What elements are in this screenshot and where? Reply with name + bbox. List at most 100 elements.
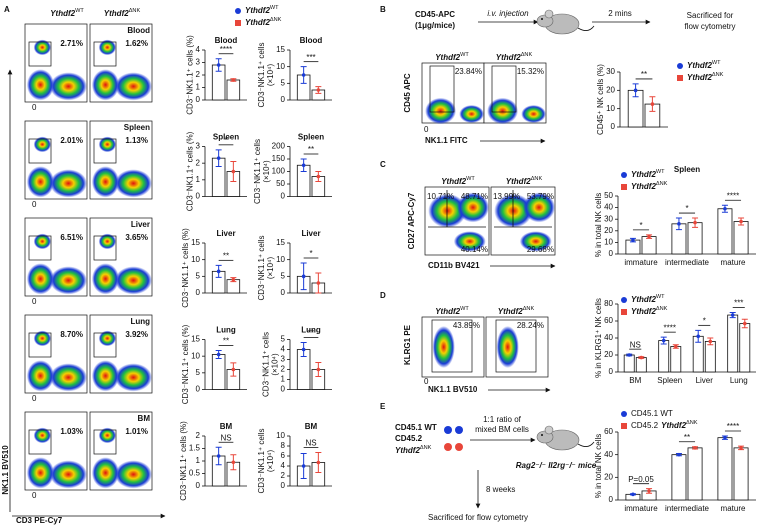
y-tick-label: 20	[604, 350, 613, 359]
step-label: 8 weeks	[486, 485, 515, 494]
axis-zero: 0	[32, 297, 37, 306]
y-tick-label: 5	[281, 271, 286, 280]
gate-percentage: 48.71%	[461, 192, 488, 201]
cell-density	[26, 166, 55, 198]
mean-dot	[723, 206, 727, 211]
bar	[727, 314, 739, 373]
cell-density	[519, 231, 552, 252]
cell-density	[459, 105, 484, 123]
chart-title: BM	[220, 422, 233, 431]
superscript: WT	[75, 8, 84, 14]
legend-label: Ythdf2WT	[245, 5, 279, 15]
cell-density	[33, 427, 52, 444]
y-tick-label: 8	[281, 441, 286, 450]
bar	[658, 340, 670, 373]
x-axis-label: CD11b BV421	[428, 261, 480, 270]
y-tick-label: 40	[604, 333, 613, 342]
legend-label: Ythdf2ΔNK	[245, 17, 282, 27]
text-part: CD45.2	[395, 434, 423, 443]
cell-density	[114, 363, 152, 392]
y-tick-label: 50	[604, 191, 613, 200]
chart-title: Blood	[215, 36, 238, 45]
bar	[733, 221, 749, 255]
legend-label: Ythdf2WT	[631, 169, 665, 179]
y-tick-label: 3	[196, 142, 201, 151]
gate-percentage: 1.01%	[125, 427, 148, 436]
y-axis-label: CD27 APC-Cy7	[407, 192, 416, 249]
panel-label: E	[380, 402, 386, 411]
column-header: Ythdf2WT	[435, 306, 469, 316]
cell-density	[91, 166, 120, 198]
significance-label: **	[223, 337, 229, 346]
end-label: Sacrificed for	[687, 11, 734, 20]
mean-dot	[647, 234, 651, 239]
y-tick-label: 4	[281, 461, 286, 470]
cell-icon	[455, 443, 463, 451]
gate-percentage: 29.68%	[527, 245, 554, 254]
significance-label: NS	[305, 439, 316, 448]
gate-percentage: 28.24%	[517, 321, 544, 330]
axis-zero: 0	[32, 200, 37, 209]
axis-zero: 0	[32, 394, 37, 403]
y-axis-label: % in total NK cells	[594, 434, 603, 498]
mean-dot	[647, 489, 651, 493]
mean-dot	[301, 274, 306, 279]
legend-marker	[235, 20, 241, 26]
donor-label: CD45.1 WT	[395, 423, 437, 432]
y-tick-label: 40	[604, 450, 613, 459]
cell-density	[91, 69, 120, 101]
superscript: WT	[460, 306, 469, 312]
mean-dot	[231, 367, 236, 372]
chart-title: Lung	[216, 326, 236, 335]
y-axis-label: CD3⁻NK1.1⁺ cells (%)	[181, 228, 190, 308]
mean-dot	[696, 334, 701, 339]
superscript: ΔNK	[656, 306, 668, 312]
gate	[93, 235, 117, 261]
legend-label: Ythdf2WT	[631, 294, 665, 304]
mouse-ear	[544, 9, 554, 19]
x-tick-label: Liver	[696, 376, 714, 385]
y-tick-label: 1	[196, 175, 201, 184]
y-axis-label: CD3⁻NK1.1⁺ cells (%)	[186, 131, 195, 211]
gate	[431, 319, 473, 373]
panel-label: A	[4, 5, 10, 14]
y-tick-label: 10	[191, 255, 200, 264]
cell-density	[49, 363, 87, 392]
bar	[717, 437, 733, 501]
legend-marker	[621, 184, 627, 190]
legend-label: Ythdf2WT	[687, 60, 721, 70]
text-part: Ythdf2	[506, 177, 531, 186]
y-tick-label: 1	[196, 456, 201, 465]
cell-icon	[444, 426, 452, 434]
superscript: ΔNK	[523, 306, 535, 312]
mean-dot	[316, 88, 321, 92]
gate	[93, 332, 117, 358]
significance-label: NS	[220, 433, 231, 442]
cell-density	[91, 360, 120, 392]
column-header: Ythdf2WT	[441, 176, 475, 186]
gate-percentage: 53.79%	[527, 192, 554, 201]
tissue-label: Lung	[130, 317, 150, 326]
y-axis-label: CD3⁻NK1.1⁺ cells	[262, 332, 271, 397]
chart-title: Liver	[301, 229, 320, 238]
cell-density	[98, 330, 117, 347]
y-tick-label: 0	[281, 192, 286, 201]
mean-dot	[216, 454, 221, 458]
y-tick-label: 0.5	[189, 469, 201, 478]
text-part: CD45.2	[631, 421, 659, 430]
y-tick-label: 10	[276, 62, 285, 71]
mean-dot	[316, 367, 321, 372]
mean-dot	[639, 355, 644, 360]
significance-label: *	[685, 204, 688, 213]
mouse-eye	[541, 434, 543, 436]
x-axis-label: NK1.1 BV510	[428, 385, 478, 394]
y-axis-label: (×10⁴)	[266, 450, 275, 473]
cell-density	[114, 169, 152, 198]
axis-zero: 0	[32, 491, 37, 500]
bar	[717, 208, 733, 255]
chart-title: Blood	[300, 36, 323, 45]
legend-marker	[621, 411, 627, 417]
y-tick-label: 10	[191, 351, 200, 360]
significance-label: *	[703, 316, 706, 325]
